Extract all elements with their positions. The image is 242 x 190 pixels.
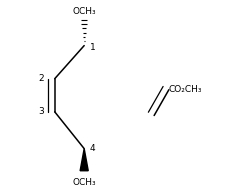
Text: OCH₃: OCH₃ xyxy=(72,178,96,187)
Text: 2: 2 xyxy=(38,74,44,83)
Text: CO₂CH₃: CO₂CH₃ xyxy=(169,85,202,94)
Text: OCH₃: OCH₃ xyxy=(72,7,96,16)
Text: 3: 3 xyxy=(38,107,44,116)
Polygon shape xyxy=(80,149,88,171)
Text: 4: 4 xyxy=(90,144,95,153)
Text: 1: 1 xyxy=(90,43,95,52)
